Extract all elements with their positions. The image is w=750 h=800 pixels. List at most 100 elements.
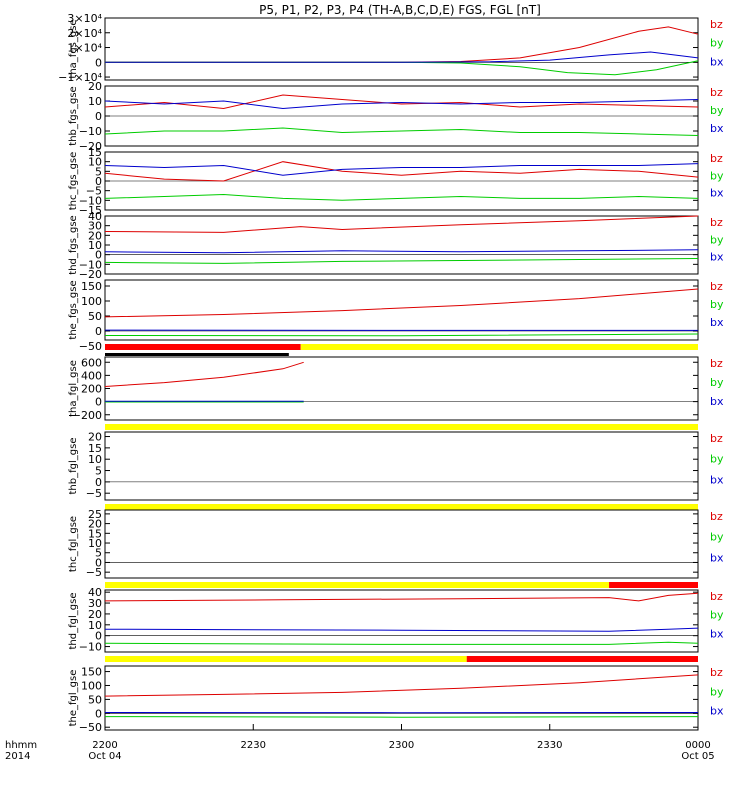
x-tick-label: 2230 — [241, 740, 266, 751]
y-tick-label: 0 — [95, 110, 102, 123]
panel-frame — [104, 589, 699, 653]
legend-bx: bx — [710, 395, 724, 408]
y-tick-label: −10 — [79, 125, 102, 138]
y-tick-label: 20 — [88, 518, 102, 531]
legend-bx: bx — [710, 551, 724, 564]
legend-by: by — [710, 37, 724, 50]
y-tick-label: 1×10⁴ — [67, 42, 102, 55]
panel-frame — [104, 509, 699, 579]
series-bz — [104, 161, 699, 182]
series-bz — [104, 215, 699, 233]
series-bz — [104, 288, 699, 318]
y-tick-label: 20 — [88, 80, 102, 93]
y-tick-label: −10 — [79, 194, 102, 207]
y-tick-label: −1×10⁴ — [58, 71, 102, 84]
y-tick-label: 0 — [95, 175, 102, 188]
legend-bx: bx — [710, 251, 724, 264]
y-tick-label: 20 — [88, 608, 102, 621]
y-tick-label: 40 — [88, 586, 102, 599]
y-axis-label: tha_fgs_gse — [68, 19, 79, 78]
y-tick-label: 150 — [81, 280, 102, 293]
y-tick-label: 0 — [95, 56, 102, 69]
y-tick-label: 20 — [88, 431, 102, 444]
status-bar — [466, 656, 698, 662]
y-tick-label: −10 — [79, 258, 102, 271]
y-tick-label: −50 — [79, 721, 102, 734]
legend-bx: bx — [710, 473, 724, 486]
legend-by: by — [710, 453, 724, 466]
y-tick-label: −5 — [86, 566, 102, 579]
legend-by: by — [710, 104, 724, 117]
status-bar — [609, 582, 698, 588]
y-axis-label: thc_fgs_gse — [68, 152, 79, 211]
y-axis-label: thd_fgl_gse — [68, 593, 79, 650]
panel-frame — [104, 279, 699, 341]
legend-by: by — [710, 609, 724, 622]
x-tick-label: 2300 — [389, 740, 414, 751]
status-bar — [105, 656, 467, 662]
y-tick-label: 10 — [88, 156, 102, 169]
legend-by: by — [710, 376, 724, 389]
y-tick-label: 100 — [81, 679, 102, 692]
y-tick-label: −200 — [72, 409, 102, 422]
y-axis-label: thc_fgl_gse — [68, 516, 79, 572]
legend-bz: bz — [710, 280, 723, 293]
legend-bx: bx — [710, 316, 724, 329]
legend-by: by — [710, 169, 724, 182]
y-tick-label: 0 — [95, 556, 102, 569]
y-tick-label: 0 — [95, 476, 102, 489]
series-bx — [104, 99, 699, 110]
y-axis-label: the_fgs_gse — [68, 280, 79, 339]
y-tick-label: 10 — [88, 537, 102, 550]
legend-by: by — [710, 531, 724, 544]
y-axis-label: the_fgl_gse — [68, 670, 79, 727]
y-tick-label: 30 — [88, 597, 102, 610]
series-bx — [104, 163, 699, 176]
status-bar — [105, 504, 698, 510]
x-tick-label: 0000 — [685, 740, 710, 751]
y-tick-label: 0 — [95, 630, 102, 643]
y-tick-label: 0 — [95, 396, 102, 409]
y-axis-label: thd_fgs_gse — [68, 215, 79, 274]
y-tick-label: 0 — [95, 707, 102, 720]
y-tick-label: −5 — [86, 487, 102, 500]
series-bz — [104, 592, 699, 602]
y-axis-label: tha_fgl_gse — [68, 360, 79, 417]
series-bx — [104, 249, 699, 254]
y-tick-label: −5 — [86, 185, 102, 198]
y-tick-label: 0 — [95, 325, 102, 338]
status-bar — [105, 424, 698, 430]
legend-bx: bx — [710, 627, 724, 640]
y-tick-label: 15 — [88, 527, 102, 540]
y-tick-label: 600 — [81, 356, 102, 369]
x-date-label: Oct 05 — [681, 751, 714, 762]
panel-frame — [104, 356, 699, 421]
series-by — [104, 641, 699, 645]
series-by — [104, 333, 699, 337]
legend-bz: bz — [710, 86, 723, 99]
legend-bz: bz — [710, 18, 723, 31]
y-tick-label: 10 — [88, 453, 102, 466]
y-tick-label: 150 — [81, 666, 102, 679]
y-axis-label: thb_fgl_gse — [68, 438, 79, 495]
series-by — [105, 60, 699, 76]
y-tick-label: 10 — [88, 239, 102, 252]
y-tick-label: 5 — [95, 547, 102, 560]
legend-by: by — [710, 685, 724, 698]
y-tick-label: 15 — [88, 146, 102, 159]
y-tick-label: 200 — [81, 383, 102, 396]
series-by — [104, 258, 699, 264]
status-bar — [105, 353, 289, 356]
y-tick-label: 20 — [88, 229, 102, 242]
legend-bx: bx — [710, 187, 724, 200]
y-tick-label: 100 — [81, 295, 102, 308]
